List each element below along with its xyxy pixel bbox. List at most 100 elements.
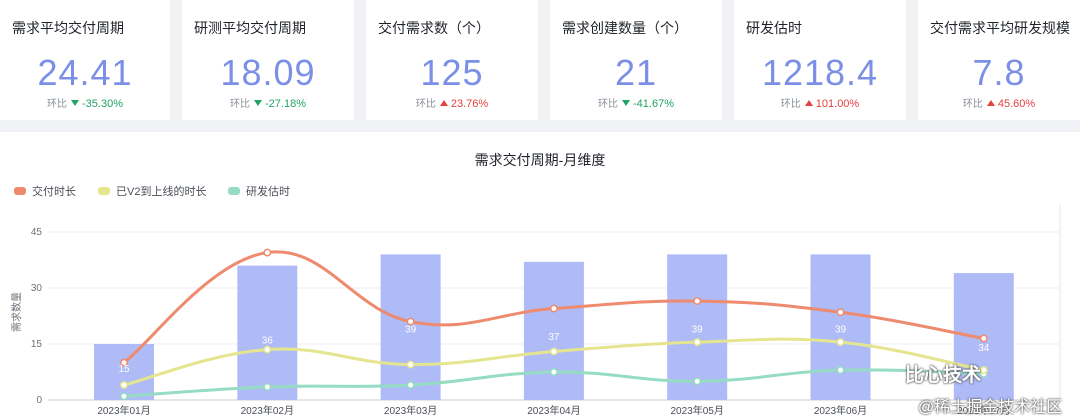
kpi-delta-label: 环比 (780, 99, 801, 110)
y-tick-label: 30 (31, 283, 43, 294)
series-point (693, 377, 702, 386)
legend-swatch (14, 187, 26, 195)
series-point (549, 304, 558, 313)
series-point (836, 338, 845, 347)
kpi-title: 研发估时 (746, 20, 802, 36)
kpi-value: 24.41 (37, 52, 133, 93)
bar (380, 254, 441, 400)
kpi-delta-value: 101.00% (815, 98, 860, 110)
kpi-value: 1218.4 (761, 52, 879, 93)
kpi-delta: 环比 -27.18% (182, 95, 354, 110)
bar (94, 344, 154, 400)
legend-swatch (98, 187, 110, 195)
arrow-up-icon (986, 100, 995, 106)
kpi-delta: 环比 -35.30% (0, 95, 170, 110)
bar-data-label: 15 (118, 364, 130, 375)
kpi-delta-label: 环比 (47, 99, 67, 110)
y-tick-label: 15 (31, 339, 43, 350)
kpi-delta-value: 23.76% (450, 98, 489, 110)
kpi-title: 需求创建数量（个） (562, 20, 688, 36)
legend-item-v2-to-online[interactable]: 已V2到上线的时长 (98, 183, 206, 199)
kpi-delta: 环比 -41.67% (550, 95, 722, 110)
kpi-delta-label: 环比 (962, 99, 983, 110)
x-tick-label: 2023年01月 (97, 404, 150, 417)
y-tick-label: 45 (31, 227, 43, 238)
kpi-card[interactable]: 交付需求数（个） 125 环比 23.76% (366, 0, 538, 120)
x-tick-label: 2023年04月 (527, 404, 580, 417)
arrow-down-icon (622, 100, 630, 106)
kpi-delta-value: 45.60% (997, 98, 1036, 110)
series-point (549, 368, 558, 376)
arrow-up-icon (439, 100, 448, 106)
chart-title: 需求交付周期-月维度 (474, 152, 606, 168)
series-point (836, 366, 845, 375)
kpi-delta-label: 环比 (415, 99, 436, 110)
kpi-delta: 环比 101.00% (734, 95, 906, 110)
kpi-delta: 环比 45.60% (918, 95, 1080, 110)
x-tick-label: 2023年02月 (241, 404, 294, 417)
bar-data-label: 37 (548, 332, 560, 343)
watermark: @稀土掘金技术社区 (918, 399, 1063, 416)
bar-data-label: 39 (405, 324, 417, 335)
series-point (263, 382, 272, 391)
kpi-card[interactable]: 研测平均交付周期 18.09 环比 -27.18% (182, 0, 354, 120)
kpi-value: 7.8 (972, 52, 1026, 93)
kpi-delta-value: -35.30% (82, 98, 123, 110)
series-point (979, 334, 988, 343)
series-point (693, 297, 702, 306)
legend-item-dev-estimate[interactable]: 研发估时 (228, 183, 290, 199)
series-point (693, 338, 702, 347)
legend-item-delivery-duration[interactable]: 交付时长 (14, 183, 76, 199)
kpi-card[interactable]: 需求平均交付周期 24.41 环比 -35.30% (0, 0, 170, 120)
bar-data-label: 34 (978, 343, 990, 354)
bar (667, 254, 728, 400)
series-point (263, 345, 272, 354)
arrow-down-icon (71, 100, 79, 106)
kpi-title: 交付需求数（个） (378, 20, 490, 36)
kpi-card[interactable]: 研发估时 1218.4 环比 101.00% (734, 0, 906, 120)
x-tick-label: 2023年03月 (384, 404, 437, 417)
arrow-down-icon (254, 100, 262, 106)
kpi-delta-label: 环比 (230, 99, 250, 110)
series-point (406, 381, 415, 390)
kpi-value: 125 (420, 52, 484, 93)
series-point (120, 358, 128, 367)
series-point (406, 317, 415, 326)
kpi-delta-value: -41.67% (633, 98, 674, 110)
legend-label: 交付时长 (32, 186, 76, 198)
bar-data-label: 36 (262, 336, 274, 347)
legend-label: 研发估时 (246, 186, 290, 198)
legend-label: 已V2到上线的时长 (116, 186, 207, 198)
kpi-card[interactable]: 需求创建数量（个） 21 环比 -41.67% (550, 0, 722, 120)
x-tick-label: 2023年05月 (671, 404, 724, 417)
series-point (836, 308, 845, 317)
kpi-value: 21 (614, 52, 658, 93)
bar (810, 254, 871, 400)
kpi-delta-value: -27.18% (265, 98, 306, 110)
kpi-title: 交付需求平均研发规模 (930, 20, 1070, 36)
kpi-row: 需求平均交付周期 24.41 环比 -35.30% 研测平均交付周期 18.09 … (0, 0, 1080, 120)
y-tick-label: 0 (36, 395, 42, 406)
series-point (120, 392, 128, 401)
kpi-delta: 环比 23.76% (366, 95, 538, 110)
legend-swatch (228, 187, 240, 195)
x-tick-label: 2023年07月 (957, 404, 1010, 417)
series-point (406, 360, 415, 369)
bar (237, 265, 298, 400)
arrow-up-icon (804, 100, 813, 106)
bar (523, 261, 584, 400)
kpi-delta-label: 环比 (598, 99, 618, 110)
series-point (120, 381, 128, 390)
kpi-title: 研测平均交付周期 (194, 20, 306, 36)
bar-data-label: 39 (692, 324, 704, 335)
x-tick-label: 2023年06月 (814, 404, 867, 417)
watermark: 比心技术 (905, 365, 982, 386)
series-point (263, 248, 272, 257)
kpi-card[interactable]: 交付需求平均研发规模 7.8 环比 45.60% (918, 0, 1080, 120)
kpi-value: 18.09 (220, 52, 316, 93)
series-point (979, 366, 988, 375)
series-point (549, 347, 558, 356)
kpi-title: 需求平均交付周期 (12, 20, 124, 36)
bar-data-label: 39 (835, 324, 847, 335)
